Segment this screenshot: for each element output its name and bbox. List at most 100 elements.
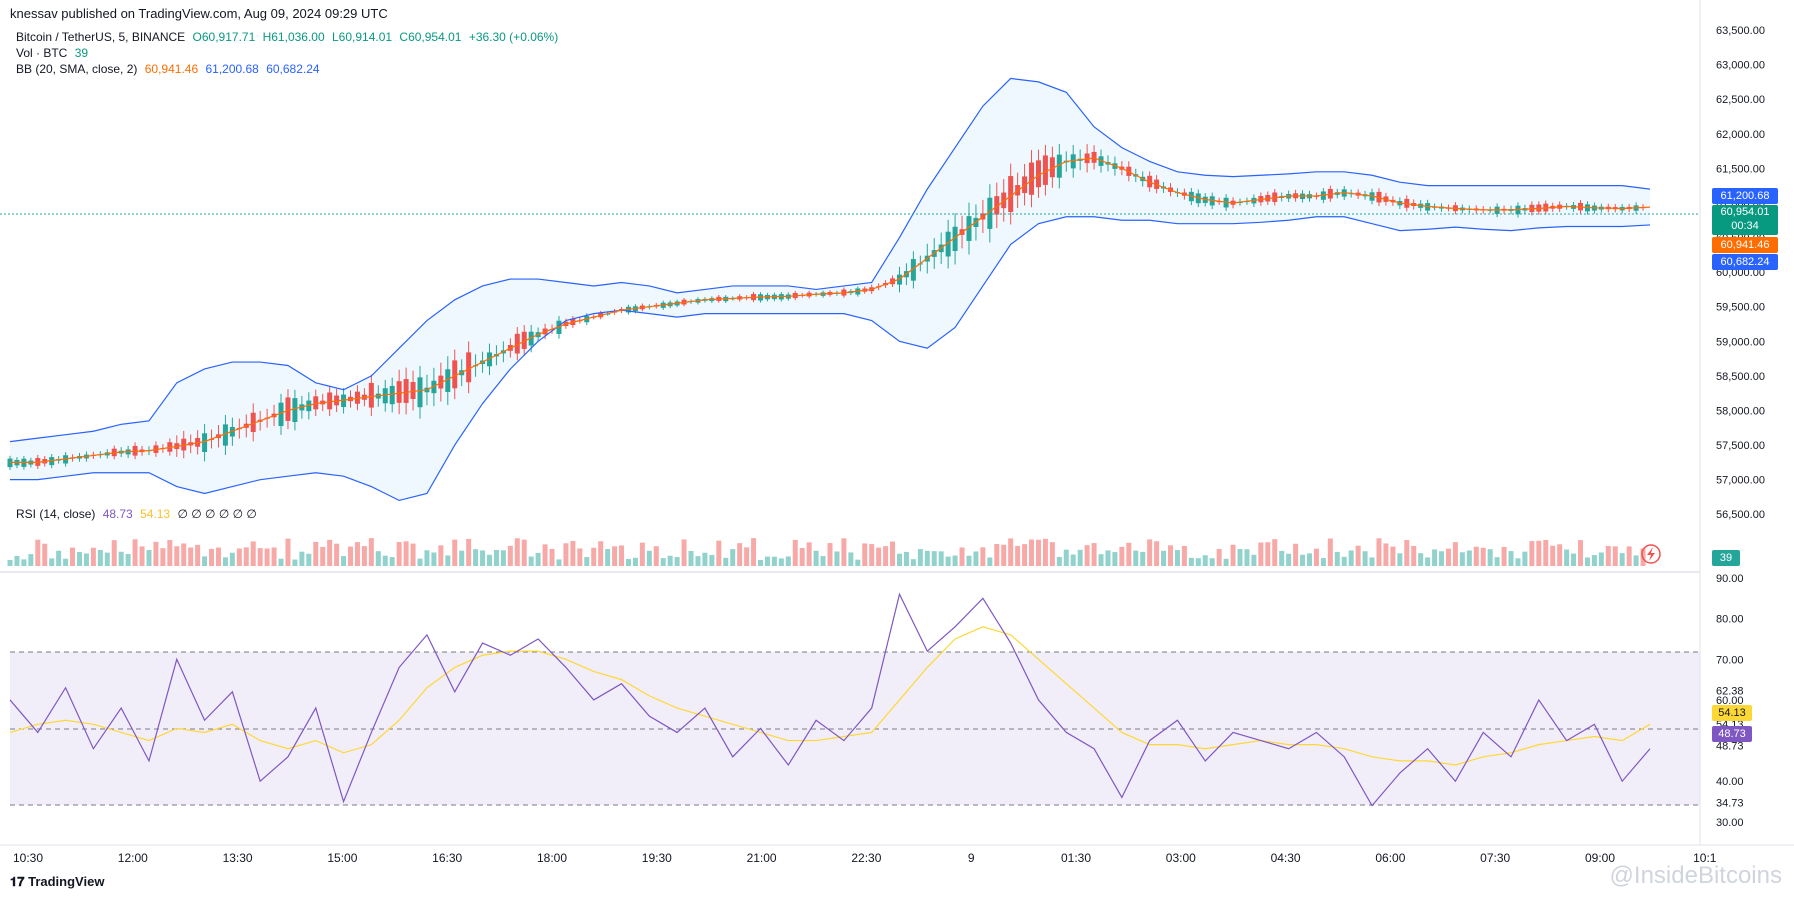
volume-bar <box>1578 540 1584 566</box>
lightning-icon[interactable] <box>1641 544 1661 564</box>
rsi-label[interactable]: RSI (14, close) <box>16 507 96 521</box>
volume-bar <box>1293 543 1299 566</box>
price-tick-label: 58,000.00 <box>1716 405 1765 417</box>
volume-bar <box>834 551 840 566</box>
volume-bar <box>174 546 180 566</box>
candle-body <box>396 381 402 403</box>
volume-bar <box>1070 554 1076 566</box>
bb-legend: BB (20, SMA, close, 2) 60,941.46 61,200.… <box>16 62 324 76</box>
volume-bar <box>1584 557 1590 566</box>
volume-bar <box>612 546 618 566</box>
rsi-tick-label: 62.38 <box>1716 685 1744 697</box>
volume-bar <box>1286 553 1292 566</box>
volume-bar <box>1105 550 1111 566</box>
symbol-name[interactable]: Bitcoin / TetherUS, 5, BINANCE <box>16 30 186 44</box>
volume-bar <box>841 538 847 566</box>
price-axis[interactable]: 63,500.00 63,000.00 62,500.00 62,000.00 61,5… <box>1716 25 1765 521</box>
volume-bar <box>1300 554 1306 566</box>
volume-bar <box>125 554 131 566</box>
volume-bar <box>1355 545 1361 566</box>
volume-bar <box>751 538 757 566</box>
volume-bar <box>1258 542 1264 566</box>
candle-body <box>521 331 527 349</box>
candle-body <box>1029 162 1035 195</box>
last-price-tag: 60,954.01 00:34 <box>1712 205 1778 235</box>
candle-body <box>445 369 451 392</box>
time-axis[interactable]: 10:30 12:00 13:30 15:00 16:30 18:00 19:30 21:00… <box>13 851 1717 865</box>
volume-bar <box>771 556 777 566</box>
volume-bar <box>744 547 750 566</box>
volume-bar <box>215 547 221 566</box>
volume-bar <box>1022 544 1028 566</box>
price-tick-label: 58,500.00 <box>1716 371 1765 383</box>
candle-body <box>994 196 1000 215</box>
volume-bar <box>1369 557 1375 566</box>
volume-bar <box>681 539 687 566</box>
volume-bar <box>493 549 499 566</box>
volume-bar <box>313 541 319 566</box>
volume-bar <box>507 545 513 566</box>
volume-bar <box>139 546 145 566</box>
volume-bar <box>1154 541 1160 566</box>
bb-upper-tag: 61,200.68 <box>1712 188 1778 204</box>
volume-bar <box>1126 542 1132 566</box>
bar-countdown: 00:34 <box>1731 220 1759 232</box>
candle-body <box>1056 154 1062 178</box>
volume-bar <box>153 541 159 566</box>
volume-bar <box>542 544 548 566</box>
volume-bar <box>473 549 479 566</box>
candle-body <box>341 394 347 408</box>
volume-bar <box>202 556 208 566</box>
volume-bar <box>1001 544 1007 566</box>
volume-bar <box>674 557 680 566</box>
volume-bar <box>987 557 993 566</box>
volume-bar <box>820 556 826 566</box>
volume-bar <box>1459 552 1465 566</box>
volume-bar <box>1091 543 1097 566</box>
volume-bar <box>500 550 506 566</box>
volume-bar <box>181 543 187 566</box>
volume-bar <box>445 555 451 566</box>
volume-bar <box>778 558 784 566</box>
volume-bar <box>966 555 972 566</box>
volume-bar <box>160 548 166 566</box>
volume-bar <box>1376 538 1382 566</box>
volume-bar <box>1605 545 1611 566</box>
candle-body <box>486 352 492 367</box>
volume-bar <box>730 549 736 566</box>
price-tick-label: 56,500.00 <box>1716 509 1765 521</box>
volume-bar <box>361 546 367 566</box>
publisher-line: knessav published on TradingView.com, Au… <box>10 6 388 21</box>
volume-bar <box>431 552 437 566</box>
volume-bar <box>1327 538 1333 566</box>
volume-bar <box>855 559 861 566</box>
volume-bar <box>368 538 374 566</box>
volume-label[interactable]: Vol · BTC <box>16 46 68 60</box>
bb-basis-value: 60,941.46 <box>144 62 199 76</box>
volume-bar <box>758 559 764 566</box>
volume-bar <box>42 543 48 566</box>
time-tick-label: 19:30 <box>642 851 672 865</box>
volume-bar <box>1501 546 1507 566</box>
rsi-tick-label: 40.00 <box>1716 776 1744 788</box>
volume-bar <box>278 558 284 566</box>
volume-bar <box>264 548 270 566</box>
volume-bar <box>591 547 597 566</box>
time-tick-label: 01:30 <box>1061 851 1091 865</box>
rsi-tick-label: 80.00 <box>1716 614 1744 626</box>
rsi-axis[interactable]: 90.0080.0070.0062.3860.0054.1348.7340.00… <box>1716 573 1744 829</box>
volume-bar <box>1147 539 1153 566</box>
bb-label[interactable]: BB (20, SMA, close, 2) <box>16 62 138 76</box>
volume-bar <box>1445 548 1451 566</box>
candle-body <box>417 377 423 408</box>
candle-body <box>181 438 187 451</box>
volume-bar <box>480 550 486 566</box>
tradingview-logo[interactable]: 𝟏𝟕 TradingView <box>10 874 104 890</box>
volume-bar <box>1550 545 1556 566</box>
candle-body <box>278 402 284 427</box>
candle-body <box>1042 155 1048 185</box>
volume-bar <box>1063 549 1069 566</box>
price-tick-label: 62,500.00 <box>1716 94 1765 106</box>
close-value: C60,954.01 <box>399 30 462 44</box>
